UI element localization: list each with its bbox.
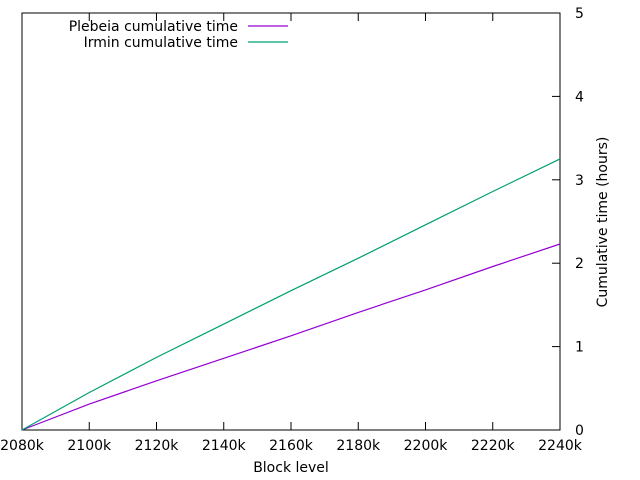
legend-label: Irmin cumulative time bbox=[84, 35, 238, 51]
x-tick-label: 2080k bbox=[0, 438, 45, 454]
y-axis-label: Cumulative time (hours) bbox=[595, 137, 611, 308]
x-tick-label: 2240k bbox=[538, 438, 583, 454]
y-tick-label: 0 bbox=[575, 423, 584, 439]
y-tick-label: 4 bbox=[575, 89, 584, 105]
x-axis-label: Block level bbox=[253, 460, 329, 476]
legend-label: Plebeia cumulative time bbox=[69, 19, 238, 35]
y-tick-label: 3 bbox=[575, 173, 584, 189]
y-tick-label: 5 bbox=[575, 6, 584, 22]
x-tick-label: 2180k bbox=[336, 438, 381, 454]
x-tick-label: 2100k bbox=[67, 438, 112, 454]
x-tick-label: 2200k bbox=[404, 438, 449, 454]
y-tick-label: 2 bbox=[575, 256, 584, 272]
plot-frame bbox=[21, 12, 561, 431]
series-line-2 bbox=[21, 158, 561, 431]
x-tick-label: 2220k bbox=[471, 438, 516, 454]
series-line-1 bbox=[21, 243, 561, 431]
x-tick-label: 2160k bbox=[269, 438, 314, 454]
x-tick-label: 2120k bbox=[135, 438, 180, 454]
x-axis-ticks: 2080k 2100k 2120k 2140k 2160k 2180k 2200k 2220k… bbox=[0, 13, 583, 454]
x-tick-label: 2140k bbox=[202, 438, 247, 454]
y-tick-label: 1 bbox=[575, 340, 584, 356]
series-layer bbox=[21, 158, 561, 431]
y-axis-ticks: 0 1 2 3 4 5 bbox=[552, 6, 584, 439]
